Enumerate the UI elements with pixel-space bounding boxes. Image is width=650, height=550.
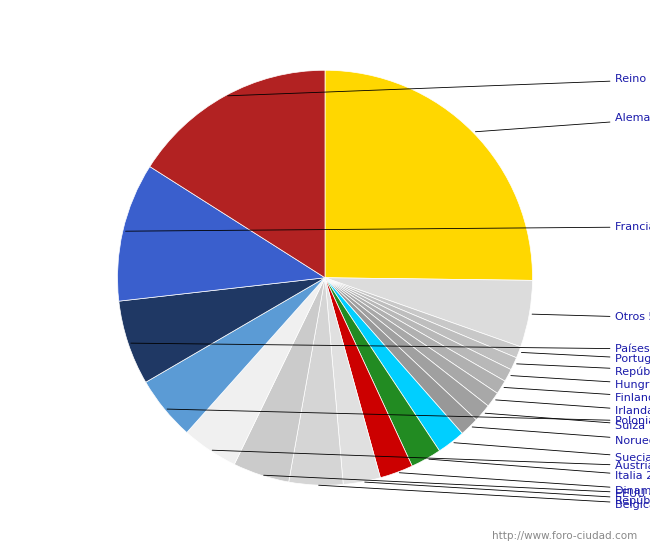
Wedge shape	[325, 278, 505, 393]
Wedge shape	[325, 278, 488, 420]
Text: Irlanda 1.2%: Irlanda 1.2%	[496, 400, 650, 416]
Text: Alemania 25.2%: Alemania 25.2%	[475, 113, 650, 132]
Wedge shape	[146, 278, 325, 432]
Text: EEUU 4.4%: EEUU 4.4%	[264, 475, 650, 498]
Wedge shape	[325, 278, 462, 451]
Text: República Checa 2.9%: República Checa 2.9%	[365, 482, 650, 506]
Wedge shape	[119, 278, 325, 382]
Text: Francia 10.8%: Francia 10.8%	[125, 222, 650, 232]
Text: Reino Unido 16.0%: Reino Unido 16.0%	[227, 74, 650, 96]
Wedge shape	[234, 278, 325, 482]
Text: Suiza 1.4%: Suiza 1.4%	[485, 413, 650, 431]
Wedge shape	[325, 70, 532, 280]
Wedge shape	[325, 278, 521, 358]
Wedge shape	[118, 167, 325, 301]
Wedge shape	[325, 278, 412, 478]
Text: Austria 4.4%: Austria 4.4%	[213, 450, 650, 471]
Wedge shape	[325, 278, 380, 485]
Wedge shape	[325, 278, 497, 406]
Text: Países Bajos 6.6%: Países Bajos 6.6%	[131, 343, 650, 354]
Wedge shape	[325, 278, 517, 370]
Text: http://www.foro-ciudad.com: http://www.foro-ciudad.com	[492, 531, 637, 541]
Text: Polonia 5.0%: Polonia 5.0%	[167, 409, 650, 426]
Text: Italia 2.4%: Italia 2.4%	[429, 459, 650, 481]
Wedge shape	[325, 278, 439, 466]
Wedge shape	[325, 278, 511, 381]
Text: Portugal 0.9%: Portugal 0.9%	[521, 353, 650, 364]
Wedge shape	[289, 278, 343, 485]
Text: Bélgica 4.2%: Bélgica 4.2%	[318, 485, 650, 510]
Wedge shape	[325, 278, 532, 347]
Text: Dinamarca 2.6%: Dinamarca 2.6%	[399, 473, 650, 496]
Text: Valldemossa - Turistas extranjeros según país - Abril de 2024: Valldemossa - Turistas extranjeros según…	[62, 16, 588, 33]
Wedge shape	[150, 70, 325, 278]
Text: Suecia 2.2%: Suecia 2.2%	[454, 443, 650, 463]
Text: Otros 5.2%: Otros 5.2%	[532, 312, 650, 322]
Wedge shape	[187, 278, 325, 464]
Text: Hungría 1.0%: Hungría 1.0%	[511, 376, 650, 390]
Text: República Eslovaca 1.0%: República Eslovaca 1.0%	[517, 364, 650, 377]
Text: Noruega 1.5%: Noruega 1.5%	[472, 427, 650, 446]
Text: Finlandia 1.1%: Finlandia 1.1%	[504, 387, 650, 403]
Wedge shape	[325, 278, 476, 433]
